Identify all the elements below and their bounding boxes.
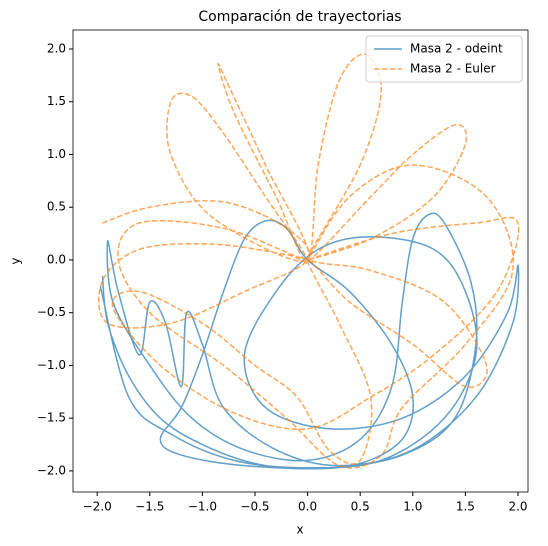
x-tick-label: −2.0 [83, 500, 112, 514]
y-tick-label: 1.0 [47, 147, 66, 161]
y-tick-label: 2.0 [47, 41, 66, 55]
y-axis-label: y [9, 257, 23, 264]
legend-label: Masa 2 - Euler [410, 62, 496, 76]
trajectory-line [99, 212, 520, 470]
y-tick-label: −0.5 [37, 305, 66, 319]
x-tick-label: 1.0 [403, 500, 422, 514]
plot-area [98, 53, 520, 470]
chart-title: Comparación de trayectorias [198, 9, 401, 25]
y-tick-label: −1.5 [37, 411, 66, 425]
trajectory-line [98, 53, 520, 469]
x-axis-label: x [296, 523, 303, 537]
x-tick-label: −0.5 [240, 500, 269, 514]
y-tick-label: 1.5 [47, 94, 66, 108]
x-tick-label: 1.5 [456, 500, 475, 514]
axes-frame [72, 29, 529, 493]
y-tick-label: 0.0 [47, 252, 66, 266]
x-tick-label: 2.0 [508, 500, 527, 514]
legend-label: Masa 2 - odeint [410, 42, 503, 56]
y-tick-label: −1.0 [37, 358, 66, 372]
x-tick-label: 0.0 [298, 500, 317, 514]
x-tick-label: −1.0 [188, 500, 217, 514]
x-tick-label: −1.5 [135, 500, 164, 514]
x-tick-label: 0.5 [351, 500, 370, 514]
legend-box [365, 35, 523, 83]
y-tick-label: −2.0 [37, 463, 66, 477]
y-tick-label: 0.5 [47, 200, 66, 214]
